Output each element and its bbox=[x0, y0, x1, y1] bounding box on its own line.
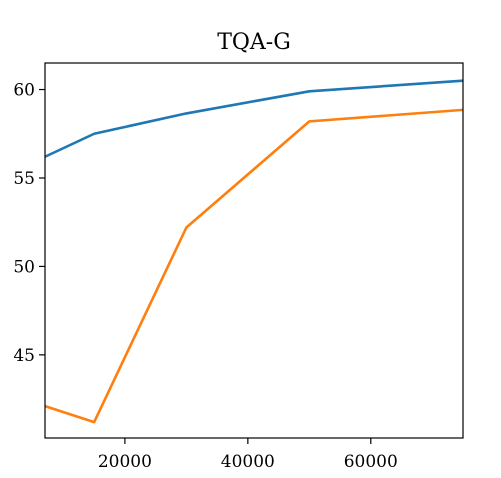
series-line-1 bbox=[44, 79, 464, 158]
y-tick-label: 50 bbox=[13, 257, 35, 277]
x-tick-label: 20000 bbox=[98, 452, 152, 472]
y-tick-label: 55 bbox=[13, 169, 35, 189]
series-line-2 bbox=[44, 108, 464, 424]
plot-area: 20000 40000 60000 45 50 55 60 bbox=[13, 62, 464, 472]
chart-title: TQA-G bbox=[217, 30, 291, 55]
x-tick-label: 40000 bbox=[221, 452, 275, 472]
x-tick-label: 60000 bbox=[344, 452, 398, 472]
y-tick-label: 45 bbox=[13, 346, 35, 366]
y-tick-label: 60 bbox=[13, 81, 35, 101]
axes-frame bbox=[44, 62, 464, 439]
